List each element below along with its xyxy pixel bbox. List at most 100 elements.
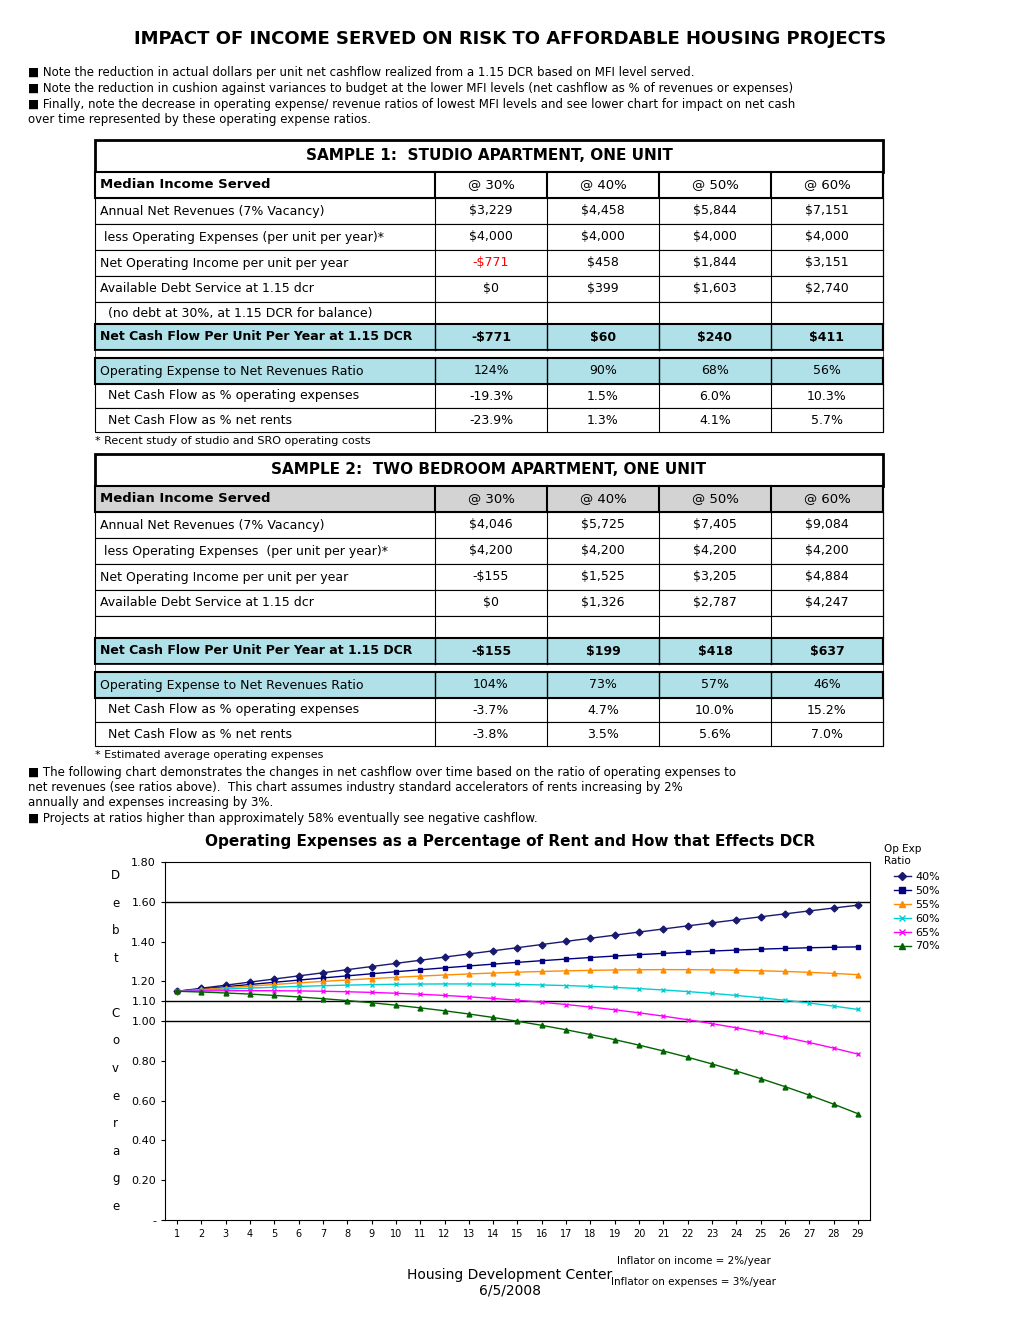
Text: $418: $418 [697,644,732,657]
Text: $4,000: $4,000 [692,231,736,243]
Text: 1.3%: 1.3% [587,413,619,426]
Bar [95,140,882,172]
Text: $1,525: $1,525 [581,570,625,583]
Bar [95,486,882,512]
Text: $4,200: $4,200 [469,544,513,557]
Text: $1,844: $1,844 [693,256,736,269]
Text: Operating Expense to Net Revenues Ratio: Operating Expense to Net Revenues Ratio [100,364,363,378]
Bar [95,172,882,198]
Text: $240: $240 [697,330,732,343]
Text: SAMPLE 2:  TWO BEDROOM APARTMENT, ONE UNIT: SAMPLE 2: TWO BEDROOM APARTMENT, ONE UNI… [271,462,706,478]
Text: -$155: -$155 [473,570,508,583]
Text: 56%: 56% [812,364,840,378]
Text: $4,884: $4,884 [804,570,848,583]
Text: ■ The following chart demonstrates the changes in net cashflow over time based o: ■ The following chart demonstrates the c… [28,766,736,809]
Text: 6.0%: 6.0% [698,389,731,403]
Text: $60: $60 [589,330,615,343]
Text: $1,603: $1,603 [693,282,736,296]
Text: Op Exp
Ratio: Op Exp Ratio [883,843,920,866]
Text: @ 60%: @ 60% [803,178,850,191]
Bar [95,249,882,276]
Text: $4,000: $4,000 [581,231,625,243]
Text: Operating Expense to Net Revenues Ratio: Operating Expense to Net Revenues Ratio [100,678,363,692]
Bar [95,302,882,323]
Text: -$155: -$155 [471,644,511,657]
Bar [95,664,882,672]
Text: -19.3%: -19.3% [469,389,513,403]
Text: 57%: 57% [700,678,729,692]
Text: Net Operating Income per unit per year: Net Operating Income per unit per year [100,570,347,583]
Text: -3.8%: -3.8% [473,727,508,741]
Text: Annual Net Revenues (7% Vacancy): Annual Net Revenues (7% Vacancy) [100,519,324,532]
Bar [95,512,882,539]
Text: * Recent study of studio and SRO operating costs: * Recent study of studio and SRO operati… [95,436,370,446]
Text: @ 50%: @ 50% [691,492,738,506]
Text: $199: $199 [585,644,620,657]
Bar [95,539,882,564]
Text: $637: $637 [809,644,844,657]
Text: @ 40%: @ 40% [579,492,626,506]
Text: e: e [112,1200,119,1213]
Text: less Operating Expenses  (per unit per year)*: less Operating Expenses (per unit per ye… [100,544,387,557]
Text: $3,205: $3,205 [693,570,736,583]
Text: 5.7%: 5.7% [810,413,842,426]
Text: g: g [112,1172,119,1185]
Bar [95,323,882,350]
Bar [95,672,882,698]
Text: $5,725: $5,725 [581,519,625,532]
Text: Net Cash Flow Per Unit Per Year at 1.15 DCR: Net Cash Flow Per Unit Per Year at 1.15 … [100,330,412,343]
Text: Median Income Served: Median Income Served [100,178,270,191]
Bar [95,454,882,486]
Text: o: o [112,1035,119,1048]
Text: 124%: 124% [473,364,508,378]
Text: e: e [112,896,119,909]
Text: $7,405: $7,405 [692,519,736,532]
Text: @ 60%: @ 60% [803,492,850,506]
Bar [95,638,882,664]
Text: $4,458: $4,458 [581,205,625,218]
Text: $4,200: $4,200 [581,544,625,557]
Text: $4,000: $4,000 [469,231,513,243]
Text: 7.0%: 7.0% [810,727,842,741]
Text: $7,151: $7,151 [804,205,848,218]
Text: v: v [112,1063,119,1074]
Text: $399: $399 [587,282,619,296]
Text: -23.9%: -23.9% [469,413,513,426]
Text: Operating Expenses as a Percentage of Rent and How that Effects DCR: Operating Expenses as a Percentage of Re… [205,834,814,849]
Text: $4,000: $4,000 [804,231,848,243]
Text: 73%: 73% [589,678,616,692]
Text: Net Cash Flow as % net rents: Net Cash Flow as % net rents [100,413,291,426]
Text: r: r [113,1117,118,1130]
Text: Net Cash Flow Per Unit Per Year at 1.15 DCR: Net Cash Flow Per Unit Per Year at 1.15 … [100,644,412,657]
Text: $458: $458 [587,256,619,269]
Text: 90%: 90% [589,364,616,378]
Text: 1.5%: 1.5% [587,389,619,403]
Text: -3.7%: -3.7% [473,704,508,717]
Text: Median Income Served: Median Income Served [100,492,270,506]
Text: -$771: -$771 [473,256,508,269]
Text: 68%: 68% [700,364,729,378]
Text: @ 30%: @ 30% [467,492,514,506]
Bar [95,224,882,249]
Text: Inflator on expenses = 3%/year: Inflator on expenses = 3%/year [610,1278,775,1287]
Text: Available Debt Service at 1.15 dcr: Available Debt Service at 1.15 dcr [100,597,314,610]
Text: Available Debt Service at 1.15 dcr: Available Debt Service at 1.15 dcr [100,282,314,296]
Text: $3,229: $3,229 [469,205,513,218]
Legend: 40%, 50%, 55%, 60%, 65%, 70%: 40%, 50%, 55%, 60%, 65%, 70% [889,867,944,956]
Text: 3.5%: 3.5% [587,727,619,741]
Text: 104%: 104% [473,678,508,692]
Text: 4.1%: 4.1% [698,413,731,426]
Bar [95,384,882,408]
Bar [95,358,882,384]
Text: C: C [111,1007,119,1020]
Text: $0: $0 [483,282,498,296]
Text: $1,326: $1,326 [581,597,624,610]
Text: $2,740: $2,740 [804,282,848,296]
Text: 10.0%: 10.0% [694,704,735,717]
Text: @ 30%: @ 30% [467,178,514,191]
Text: $0: $0 [483,597,498,610]
Text: * Estimated average operating expenses: * Estimated average operating expenses [95,750,323,760]
Text: -$771: -$771 [471,330,511,343]
Text: IMPACT OF INCOME SERVED ON RISK TO AFFORDABLE HOUSING PROJECTS: IMPACT OF INCOME SERVED ON RISK TO AFFOR… [133,30,886,48]
Text: 10.3%: 10.3% [806,389,846,403]
